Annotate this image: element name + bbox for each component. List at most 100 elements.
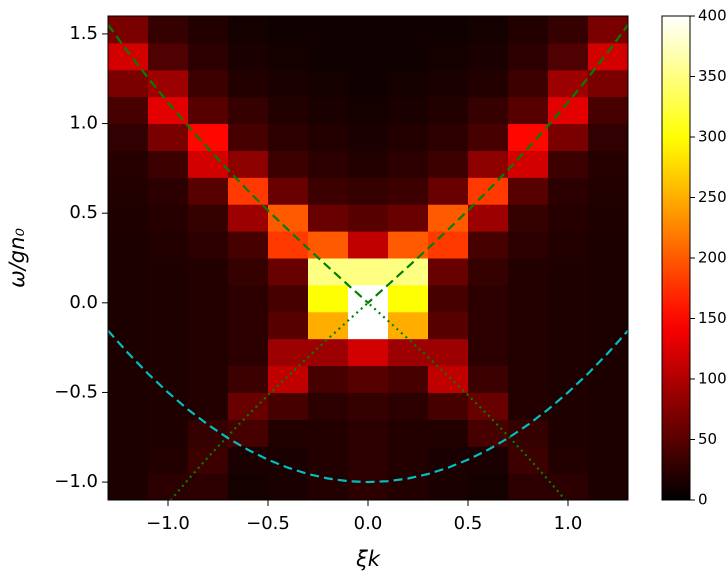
heatmap-cell: [108, 123, 149, 151]
colorbar-tick-label: 300: [698, 128, 727, 146]
heatmap-cell: [148, 123, 189, 151]
heatmap-cell: [148, 419, 189, 447]
heatmap-cell: [148, 231, 189, 259]
heatmap-cell: [108, 311, 149, 340]
heatmap-cell: [348, 392, 389, 420]
heatmap-cell: [548, 446, 589, 474]
heatmap-cell: [428, 311, 469, 340]
heatmap-cell: [508, 446, 549, 474]
heatmap-cell: [348, 123, 389, 151]
heatmap-cell: [188, 338, 229, 367]
colorbar-tick-label: 200: [698, 249, 727, 267]
heatmap-cell: [588, 473, 628, 500]
heatmap-cell: [348, 96, 389, 125]
heatmap-cell: [588, 365, 628, 393]
heatmap-cell: [108, 446, 149, 474]
y-tick-label: 1.5: [69, 23, 98, 44]
y-tick-label: 0.5: [69, 202, 98, 223]
heatmap-cell: [548, 42, 589, 71]
colorbar-tick-label: 400: [698, 7, 727, 25]
heatmap-cell: [508, 473, 549, 500]
heatmap-cell: [308, 42, 349, 71]
heatmap-cell: [268, 42, 309, 71]
heatmap-cell: [228, 365, 269, 393]
heatmap-cell: [188, 204, 229, 232]
heatmap-cell: [388, 284, 429, 313]
colorbar-tick-label: 150: [698, 309, 727, 327]
heatmap-cell: [388, 338, 429, 367]
heatmap-cell: [428, 446, 469, 474]
heatmap-cell: [588, 231, 628, 259]
heatmap-cell: [588, 96, 628, 125]
heatmap-cell: [148, 473, 189, 500]
heatmap-cell: [188, 150, 229, 178]
heatmap-cell: [548, 311, 589, 340]
heatmap-cell: [188, 258, 229, 286]
heatmap-cell: [468, 473, 509, 500]
heatmap-cell: [108, 204, 149, 232]
heatmap-cell: [468, 284, 509, 313]
heatmap-cell: [188, 446, 229, 474]
heatmap-cell: [388, 311, 429, 340]
heatmap-cell: [548, 258, 589, 286]
heatmap-cell: [268, 446, 309, 474]
heatmap-cell: [308, 473, 349, 500]
heatmap-cell: [468, 123, 509, 151]
series-line: [169, 301, 567, 500]
heatmap-cell: [468, 365, 509, 393]
heatmap-cell: [468, 338, 509, 367]
heatmap-cell: [468, 177, 509, 205]
heatmap-cell: [428, 177, 469, 205]
heatmap-cell: [108, 16, 149, 44]
heatmap-cell: [228, 123, 269, 151]
heatmap-cell: [268, 311, 309, 340]
heatmap-cell: [308, 365, 349, 393]
heatmap-cell: [388, 96, 429, 125]
heatmap-cell: [388, 123, 429, 151]
heatmap-cell: [148, 284, 189, 313]
heatmap-cell: [468, 96, 509, 125]
heatmap-cell: [468, 311, 509, 340]
heatmap-cell: [188, 69, 229, 98]
heatmap-cell: [228, 311, 269, 340]
heatmap-cell: [388, 473, 429, 500]
heatmap-cell: [588, 150, 628, 178]
heatmap-cell: [348, 365, 389, 393]
heatmap-cell: [508, 150, 549, 178]
heatmap-cell: [228, 473, 269, 500]
heatmap-cell: [548, 16, 589, 44]
heatmap-cell: [148, 446, 189, 474]
heatmap-cell: [508, 204, 549, 232]
heatmap-cell: [428, 419, 469, 447]
heatmap-cell: [148, 338, 189, 367]
heatmap-cell: [388, 42, 429, 71]
heatmap-cell: [588, 16, 628, 44]
heatmap-cell: [148, 258, 189, 286]
heatmap-cell: [588, 177, 628, 205]
heatmap-cell: [428, 392, 469, 420]
heatmap-cell: [348, 311, 389, 340]
heatmap: [108, 16, 628, 500]
heatmap-cell: [148, 365, 189, 393]
series-line: [108, 24, 628, 305]
heatmap-cell: [348, 42, 389, 71]
heatmap-cell: [268, 204, 309, 232]
colorbar-tick-label: 0: [698, 491, 708, 509]
heatmap-cell: [588, 311, 628, 340]
heatmap-cell: [188, 284, 229, 313]
heatmap-cell: [548, 338, 589, 367]
heatmap-cell: [308, 96, 349, 125]
heatmap-cell: [588, 392, 628, 420]
y-tick-label: −0.5: [54, 381, 98, 402]
heatmap-cell: [268, 231, 309, 259]
x-tick-label: 0.5: [454, 513, 483, 534]
x-tick-label: −1.0: [146, 513, 190, 534]
heatmap-cell: [388, 150, 429, 178]
heatmap-cell: [148, 69, 189, 98]
heatmap-cell: [468, 69, 509, 98]
y-tick-label: 1.0: [69, 113, 98, 134]
series-line: [108, 329, 628, 484]
heatmap-cell: [548, 231, 589, 259]
heatmap-cell: [308, 258, 349, 286]
heatmap-cell: [148, 392, 189, 420]
